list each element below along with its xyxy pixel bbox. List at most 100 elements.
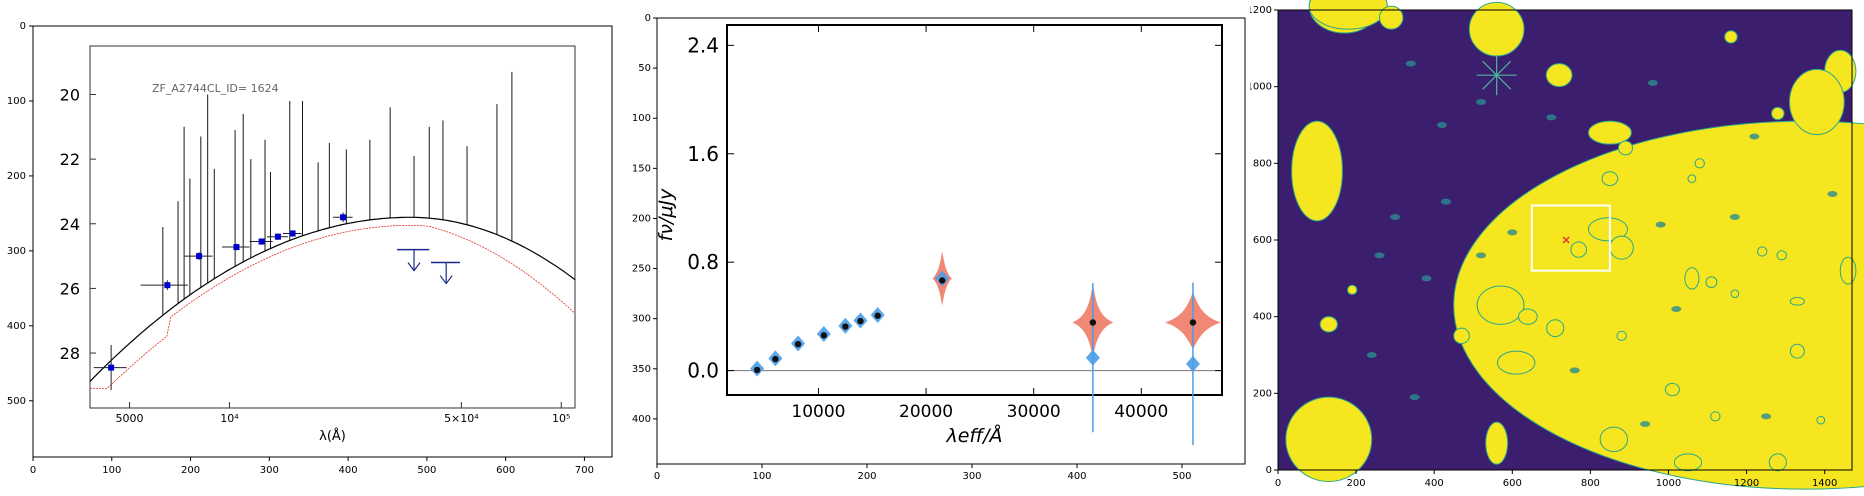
embedded-x-tick-label: 10⁴: [220, 412, 239, 425]
y-tick-label: 0: [1266, 465, 1272, 476]
bright-source: [1839, 256, 1857, 285]
outer-y-tick-label: 50: [638, 63, 651, 74]
faint-source: [1729, 214, 1740, 220]
faint-source: [1421, 275, 1432, 282]
outer-y-tick-label: 250: [632, 264, 651, 275]
x-tick-label: 100: [102, 465, 121, 476]
flux-diamond: [1185, 355, 1200, 372]
model-flux-point: [1189, 319, 1197, 326]
bright-source: [1319, 316, 1338, 333]
model-flux-point: [772, 355, 779, 363]
bright-source: [1609, 235, 1634, 260]
faint-source: [1507, 229, 1518, 236]
outer-y-tick-label: 300: [632, 314, 651, 325]
bright-source: [1599, 426, 1628, 453]
embedded-y-tick-label: 28: [60, 344, 80, 363]
embedded-y-tick-label: 24: [60, 215, 80, 234]
bright-source: [1308, 0, 1388, 30]
bright-source: [1570, 241, 1587, 258]
red-model-curve: [90, 225, 576, 389]
faint-source: [1409, 394, 1420, 401]
target-marker: [1562, 236, 1570, 244]
flux-plot-panel: 0 100 200 300 400 500 0 50 100 150 200 250 300 350 400…: [632, 13, 1246, 482]
bright-source: [1601, 171, 1619, 187]
faint-source: [1569, 367, 1580, 374]
outer-y-tick-label: 150: [632, 163, 651, 174]
y-tick-label: 0: [20, 21, 26, 32]
photometry-point: [289, 230, 296, 237]
inner-y-tick-label: 0.0: [687, 359, 719, 383]
sed-image-panel: 0 100 200 300 400 500 600 700 0 100 200 300 400 500 ZF…: [7, 21, 613, 476]
bright-source: [1768, 453, 1787, 472]
target-highlight-box: [1530, 204, 1611, 272]
upper-limit-arrow: [439, 275, 453, 285]
outer-x-tick-label: 500: [1172, 471, 1191, 482]
outer-y-tick-label: 200: [632, 213, 651, 224]
outer-x-tick-label: 0: [654, 471, 660, 482]
bright-source: [1545, 63, 1573, 88]
outer-y-tick-label: 100: [632, 113, 651, 124]
photometry-point: [340, 214, 347, 221]
faint-source: [1640, 421, 1651, 427]
inner-x-tick-label: 30000: [1007, 402, 1061, 422]
embedded-x-tick-label: 10⁵: [552, 412, 570, 425]
y-tick-label: 800: [1253, 158, 1272, 169]
outer-x-tick-label: 100: [752, 471, 771, 482]
x-tick-label: 600: [1503, 478, 1522, 489]
embedded-plot-frame: [89, 45, 576, 409]
photometry-point: [108, 364, 115, 371]
bright-source: [1518, 308, 1538, 325]
outer-axes-frame: [656, 17, 1246, 465]
y-tick-label: 300: [7, 246, 26, 257]
bright-source: [1546, 319, 1565, 338]
bright-source: [1771, 106, 1785, 121]
photometry-point: [258, 238, 265, 245]
bright-source: [1617, 140, 1634, 156]
bright-source: [1776, 250, 1787, 261]
x-tick-label: 400: [339, 465, 358, 476]
bright-source: [1684, 267, 1700, 290]
bright-source: [1485, 421, 1509, 465]
model-flux-point: [794, 340, 802, 348]
embedded-x-tick-label: 5000: [116, 412, 144, 425]
bright-source: [1789, 343, 1805, 359]
image-cutout-panel: 0 200 400 600 800 1000 1200 1400 0 200 400 600 800 10…: [1250, 0, 1864, 490]
outer-x-tick-label: 200: [857, 471, 876, 482]
model-flux-point: [842, 323, 849, 330]
inner-y-tick-label: 0.8: [687, 250, 719, 274]
x-axis-label: λeff/Å: [945, 424, 1002, 447]
model-flux-point: [753, 366, 761, 374]
y-tick-label: 200: [7, 171, 26, 182]
photometry-point: [274, 233, 281, 240]
faint-source: [1655, 221, 1666, 228]
y-tick-label: 600: [1253, 235, 1272, 246]
faint-source: [1374, 252, 1385, 259]
photometry-point: [164, 282, 171, 289]
y-tick-label: 500: [7, 396, 26, 407]
y-tick-label: 1000: [1250, 82, 1272, 93]
bright-source: [1789, 297, 1805, 306]
embedded-plot-label: ZF_A2744CL_ID= 1624: [152, 82, 279, 95]
upper-limit-arrow: [407, 262, 421, 272]
bright-source: [1673, 453, 1703, 472]
bright-source: [1379, 5, 1404, 30]
x-tick-label: 200: [181, 465, 200, 476]
faint-source: [1827, 191, 1838, 197]
photometry-point: [196, 253, 203, 260]
outer-x-tick-label: 400: [1067, 471, 1086, 482]
bright-source: [1453, 327, 1470, 345]
model-flux-point: [874, 312, 881, 319]
inner-y-tick-label: 2.4: [687, 33, 719, 57]
inner-x-tick-label: 20000: [899, 402, 953, 422]
embedded-x-axis-label: λ(Å): [319, 428, 346, 444]
black-model-curve: [89, 216, 576, 382]
outer-x-tick-label: 300: [962, 471, 981, 482]
x-tick-label: 0: [1275, 478, 1281, 489]
bright-source: [1476, 285, 1525, 325]
y-tick-label: 1200: [1250, 5, 1272, 16]
bright-source: [1730, 289, 1740, 298]
inner-x-tick-label: 40000: [1114, 402, 1168, 422]
faint-source: [1546, 114, 1557, 121]
bright-source: [1291, 120, 1343, 222]
faint-source: [1476, 252, 1487, 259]
